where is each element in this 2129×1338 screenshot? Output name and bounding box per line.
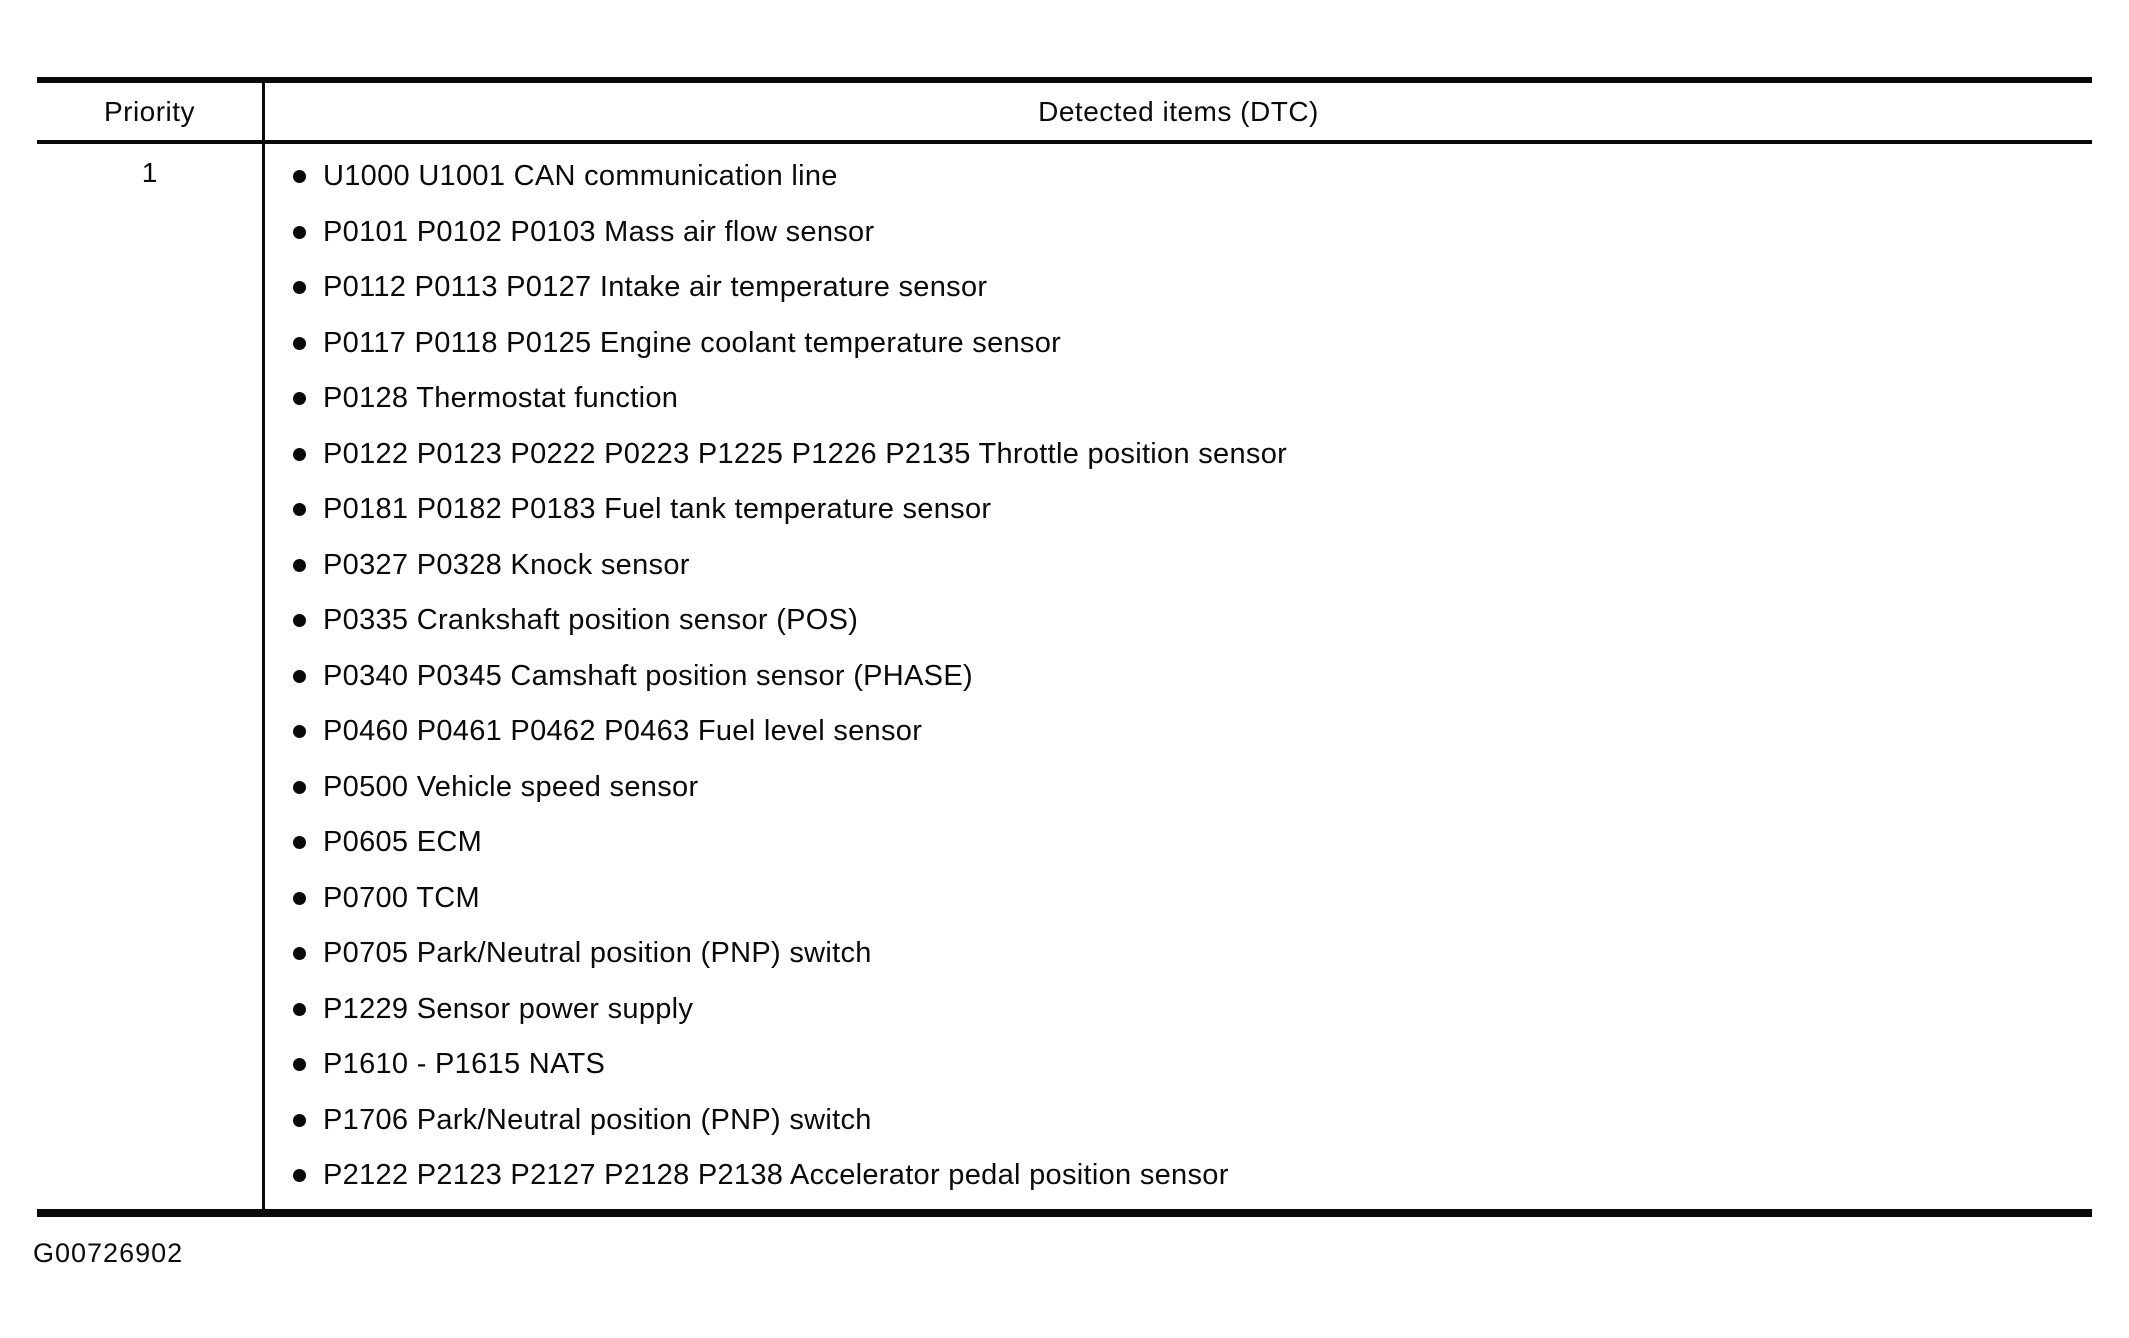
detected-items-column-header: Detected items (DTC)	[1038, 95, 1319, 127]
dtc-item-text: P0112 P0113 P0127 Intake air temperature…	[323, 271, 988, 304]
bullet-icon	[293, 447, 306, 461]
dtc-item: P0101 P0102 P0103 Mass air flow sensor	[293, 205, 2082, 261]
priority-value: 1	[37, 144, 265, 1209]
figure-code: G00726902	[33, 1238, 184, 1268]
dtc-item: P0327 P0328 Knock sensor	[293, 538, 2082, 594]
dtc-item: U1000 U1001 CAN communication line	[293, 149, 2082, 205]
dtc-item: P0181 P0182 P0183 Fuel tank temperature …	[293, 482, 2082, 538]
bullet-icon	[293, 392, 306, 406]
dtc-item: P0128 Thermostat function	[293, 371, 2082, 427]
dtc-item-text: P0340 P0345 Camshaft position sensor (PH…	[323, 659, 973, 692]
bullet-icon	[293, 891, 306, 905]
bullet-icon	[293, 225, 306, 239]
dtc-item: P0335 Crankshaft position sensor (POS)	[293, 593, 2082, 649]
dtc-item-text: P0700 TCM	[323, 881, 480, 914]
priority-column-header: Priority	[37, 83, 265, 140]
dtc-item-text: P0117 P0118 P0125 Engine coolant tempera…	[323, 326, 1062, 359]
dtc-list: U1000 U1001 CAN communication line P0101…	[293, 149, 2082, 1204]
bullet-icon	[293, 558, 306, 572]
dtc-item: P0340 P0345 Camshaft position sensor (PH…	[293, 649, 2082, 705]
dtc-item-text: P1229 Sensor power supply	[323, 992, 694, 1025]
dtc-item: P1706 Park/Neutral position (PNP) switch	[293, 1093, 2082, 1149]
bullet-icon	[293, 281, 306, 295]
bullet-icon	[293, 1002, 306, 1016]
dtc-item-text: P0181 P0182 P0183 Fuel tank temperature …	[323, 493, 992, 526]
dtc-item-text: P0101 P0102 P0103 Mass air flow sensor	[323, 215, 875, 248]
bullet-icon	[293, 780, 306, 794]
dtc-item: P0605 ECM	[293, 815, 2082, 871]
dtc-item-text: P0605 ECM	[323, 826, 483, 859]
detected-items-cell: U1000 U1001 CAN communication line P0101…	[265, 144, 2092, 1209]
dtc-item: P0700 TCM	[293, 871, 2082, 927]
dtc-priority-table: Priority Detected items (DTC) 1 U1000 U1…	[37, 77, 2092, 1217]
bullet-icon	[293, 1113, 306, 1127]
dtc-item-text: P0705 Park/Neutral position (PNP) switch	[323, 937, 872, 970]
dtc-item: P1229 Sensor power supply	[293, 982, 2082, 1038]
dtc-item-text: P1706 Park/Neutral position (PNP) switch	[323, 1103, 872, 1136]
dtc-item: P0500 Vehicle speed sensor	[293, 760, 2082, 816]
bullet-icon	[293, 669, 306, 683]
dtc-item-text: P1610 - P1615 NATS	[323, 1048, 606, 1081]
dtc-item: P0705 Park/Neutral position (PNP) switch	[293, 926, 2082, 982]
dtc-item: P0122 P0123 P0222 P0223 P1225 P1226 P213…	[293, 427, 2082, 483]
bullet-icon	[293, 725, 306, 739]
dtc-item: P0112 P0113 P0127 Intake air temperature…	[293, 260, 2082, 316]
dtc-item: P0460 P0461 P0462 P0463 Fuel level senso…	[293, 704, 2082, 760]
dtc-item-text: P0335 Crankshaft position sensor (POS)	[323, 604, 859, 637]
bullet-icon	[293, 503, 306, 517]
bullet-icon	[293, 836, 306, 850]
table-row: 1 U1000 U1001 CAN communication line P01…	[37, 144, 2092, 1209]
dtc-item-text: P0500 Vehicle speed sensor	[323, 770, 699, 803]
dtc-item-text: P0122 P0123 P0222 P0223 P1225 P1226 P213…	[323, 437, 1288, 470]
dtc-item-text: P2122 P2123 P2127 P2128 P2138 Accelerato…	[323, 1159, 1229, 1192]
table-header-row: Priority Detected items (DTC)	[37, 83, 2092, 144]
dtc-item-text: P0128 Thermostat function	[323, 382, 679, 415]
bullet-icon	[293, 336, 306, 350]
dtc-item-text: U1000 U1001 CAN communication line	[323, 160, 838, 193]
dtc-item: P1610 - P1615 NATS	[293, 1037, 2082, 1093]
bullet-icon	[293, 1169, 306, 1183]
dtc-item: P0117 P0118 P0125 Engine coolant tempera…	[293, 316, 2082, 372]
dtc-item: P2122 P2123 P2127 P2128 P2138 Accelerato…	[293, 1148, 2082, 1204]
bullet-icon	[293, 614, 306, 628]
bullet-icon	[293, 1058, 306, 1072]
dtc-item-text: P0460 P0461 P0462 P0463 Fuel level senso…	[323, 715, 923, 748]
bullet-icon	[293, 170, 306, 184]
bullet-icon	[293, 947, 306, 961]
dtc-item-text: P0327 P0328 Knock sensor	[323, 548, 690, 581]
